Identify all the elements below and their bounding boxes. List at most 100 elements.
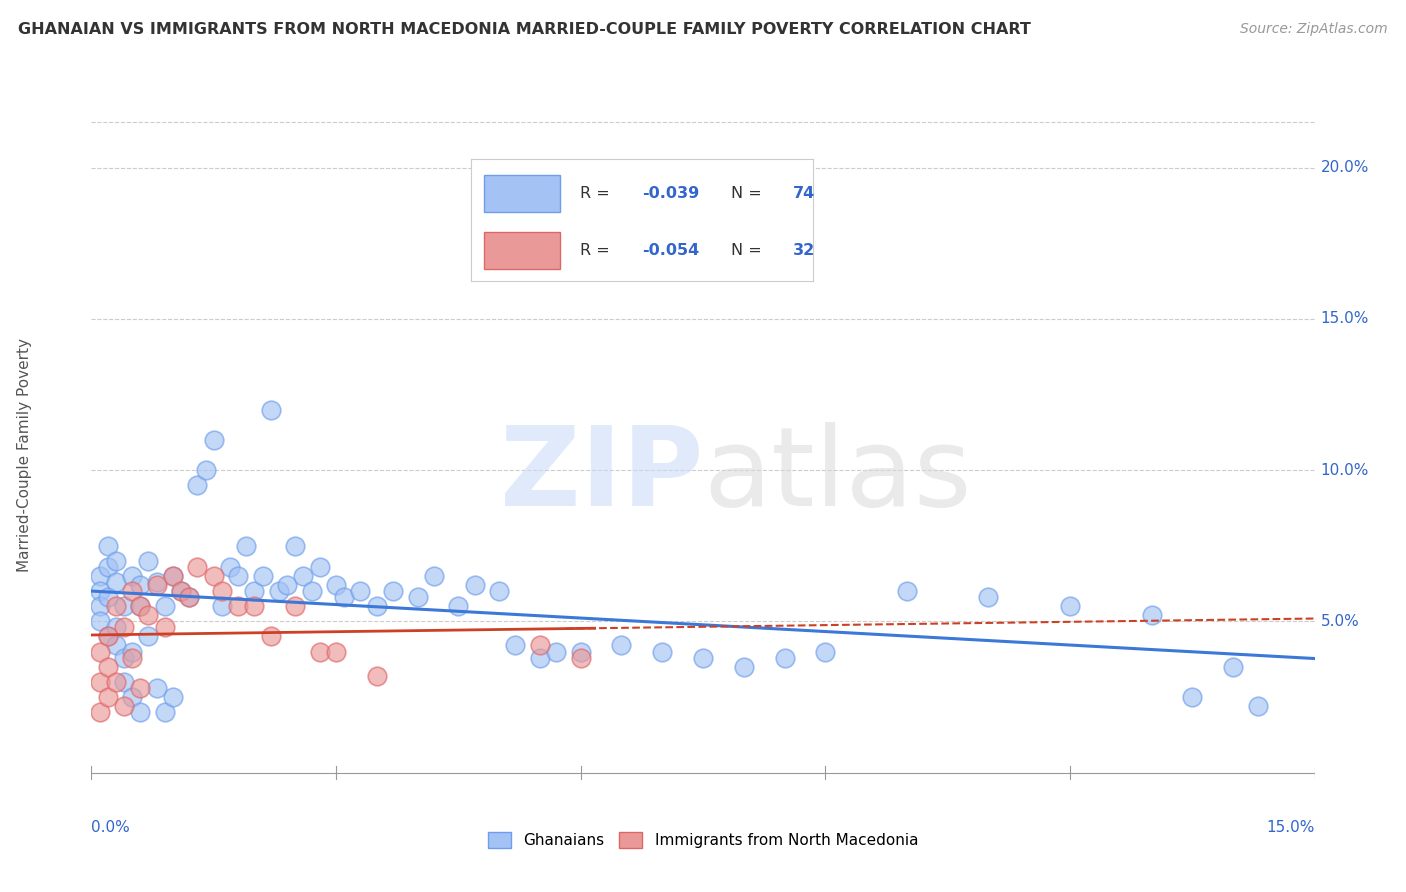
Point [1181, 690, 1204, 704]
Point [219, 559, 242, 574]
Point [162, 569, 184, 583]
Point [104, 639, 127, 653]
Point [170, 584, 193, 599]
Point [733, 659, 755, 673]
Text: R =: R = [581, 243, 614, 258]
Point [129, 578, 152, 592]
Text: 20.0%: 20.0% [1320, 160, 1369, 175]
Point [814, 644, 837, 658]
Point [226, 599, 249, 614]
Point [104, 599, 127, 614]
Point [406, 590, 429, 604]
Point [284, 599, 307, 614]
Point [1059, 599, 1081, 614]
Point [366, 599, 388, 614]
Point [97, 539, 120, 553]
Point [89, 615, 111, 629]
Point [194, 463, 217, 477]
Point [89, 569, 111, 583]
Point [235, 539, 257, 553]
Point [260, 402, 283, 417]
Text: -0.039: -0.039 [643, 186, 699, 201]
Point [121, 584, 143, 599]
Point [692, 650, 714, 665]
Point [153, 620, 176, 634]
Point [121, 644, 143, 658]
Point [121, 569, 143, 583]
Point [211, 599, 233, 614]
Point [308, 644, 330, 658]
FancyBboxPatch shape [484, 232, 560, 268]
Point [129, 705, 152, 719]
Point [284, 539, 307, 553]
Point [505, 639, 527, 653]
Point [569, 650, 592, 665]
Point [89, 599, 111, 614]
Point [179, 590, 201, 604]
Point [252, 569, 274, 583]
Text: N =: N = [731, 243, 766, 258]
Text: R =: R = [581, 186, 614, 201]
Point [89, 705, 111, 719]
Point [89, 584, 111, 599]
Text: Married-Couple Family Poverty: Married-Couple Family Poverty [17, 338, 31, 572]
Point [243, 584, 266, 599]
Point [1246, 698, 1268, 713]
Point [104, 554, 127, 568]
Text: 10.0%: 10.0% [1320, 463, 1369, 477]
Point [226, 569, 249, 583]
Point [896, 584, 918, 599]
Point [112, 674, 135, 689]
Point [179, 590, 201, 604]
Point [138, 554, 160, 568]
Legend: Ghanaians, Immigrants from North Macedonia: Ghanaians, Immigrants from North Macedon… [482, 826, 924, 855]
Point [202, 569, 225, 583]
Point [97, 559, 120, 574]
Text: 74: 74 [793, 186, 815, 201]
FancyBboxPatch shape [484, 175, 560, 211]
Point [773, 650, 796, 665]
Point [546, 644, 568, 658]
Text: GHANAIAN VS IMMIGRANTS FROM NORTH MACEDONIA MARRIED-COUPLE FAMILY POVERTY CORREL: GHANAIAN VS IMMIGRANTS FROM NORTH MACEDO… [18, 22, 1031, 37]
Point [104, 674, 127, 689]
Text: 15.0%: 15.0% [1267, 821, 1315, 835]
Text: 0.0%: 0.0% [91, 821, 131, 835]
Point [129, 681, 152, 695]
Point [97, 629, 120, 643]
Point [267, 584, 290, 599]
Point [153, 705, 176, 719]
Point [211, 584, 233, 599]
Point [97, 629, 120, 643]
Point [325, 644, 347, 658]
Text: 5.0%: 5.0% [1320, 614, 1360, 629]
Point [112, 698, 135, 713]
Point [138, 629, 160, 643]
Point [202, 433, 225, 447]
Point [276, 578, 298, 592]
Text: 15.0%: 15.0% [1320, 311, 1369, 326]
Point [308, 559, 330, 574]
Point [382, 584, 405, 599]
Text: -0.054: -0.054 [643, 243, 699, 258]
Text: atlas: atlas [703, 422, 972, 529]
Point [610, 639, 633, 653]
Point [97, 590, 120, 604]
Point [97, 690, 120, 704]
Point [333, 590, 356, 604]
Point [112, 620, 135, 634]
Point [121, 690, 143, 704]
Point [1140, 608, 1163, 623]
Point [447, 599, 470, 614]
Point [170, 584, 193, 599]
Point [153, 599, 176, 614]
Point [89, 644, 111, 658]
Point [464, 578, 486, 592]
Point [301, 584, 323, 599]
Point [112, 599, 135, 614]
Point [243, 599, 266, 614]
Text: Source: ZipAtlas.com: Source: ZipAtlas.com [1240, 22, 1388, 37]
Point [162, 569, 184, 583]
Point [488, 584, 510, 599]
Point [121, 650, 143, 665]
Point [325, 578, 347, 592]
